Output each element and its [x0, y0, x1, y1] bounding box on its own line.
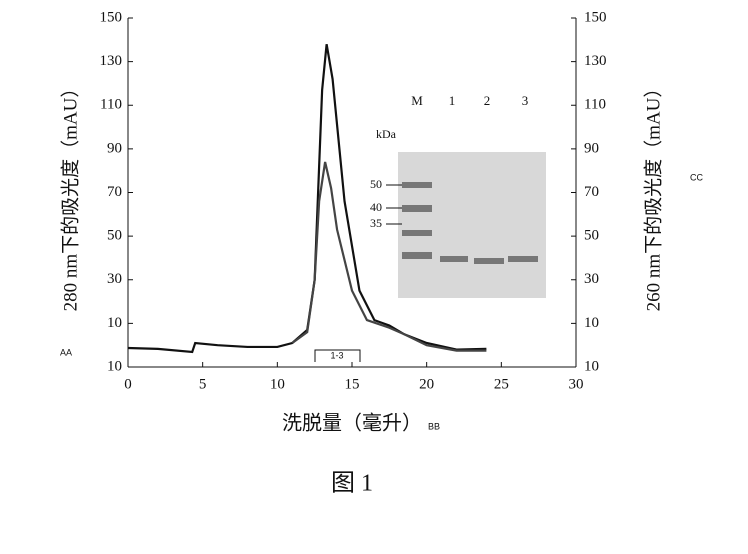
- y-axis-label: 280 nm下的吸光度（mAU）: [59, 79, 81, 312]
- x-axis-label: 洗脱量（毫升）: [282, 412, 422, 435]
- marker-label: 35: [370, 216, 382, 230]
- y-tick-label: 90: [107, 140, 122, 156]
- y-tick-label: 30: [107, 271, 122, 287]
- annotation: AA: [60, 347, 72, 357]
- y2-tick-label: 110: [584, 97, 606, 113]
- x-tick-label: 25: [494, 376, 509, 392]
- y2-tick-label: 50: [584, 228, 599, 244]
- annotation: BB: [428, 421, 440, 431]
- chart: 1-3 洗脱量（毫升） BB AA CC 图 1 280 nm下的吸光度（mAU…: [0, 0, 748, 549]
- y-tick-label: 50: [107, 228, 122, 244]
- y2-tick-label: 90: [584, 140, 599, 156]
- y-tick-label: 150: [100, 9, 123, 25]
- y-tick-label: 70: [107, 184, 122, 200]
- x-tick-label: 0: [124, 376, 132, 392]
- fraction-label: 1-3: [330, 350, 343, 360]
- marker-label: 50: [370, 177, 382, 191]
- y2-tick-label: 10: [584, 358, 599, 374]
- inset-unit: kDa: [376, 127, 397, 141]
- lane-label: 3: [522, 93, 529, 108]
- x-tick-label: 20: [419, 376, 434, 392]
- gel-image: [398, 152, 546, 298]
- lane-label: 2: [484, 93, 491, 108]
- y-tick-label: 10: [107, 315, 122, 331]
- x-tick-label: 30: [569, 376, 584, 392]
- y2-tick-label: 130: [584, 53, 607, 69]
- annotation: CC: [690, 172, 703, 182]
- y2-tick-label: 150: [584, 9, 607, 25]
- y2-tick-label: 10: [584, 315, 599, 331]
- lane-label: M: [411, 93, 423, 108]
- caption: 图 1: [331, 471, 373, 497]
- x-tick-label: 5: [199, 376, 207, 392]
- y-tick-label: 110: [100, 97, 122, 113]
- y2-axis-label: 260 nm下的吸光度（mAU）: [642, 79, 664, 312]
- y2-tick-label: 30: [584, 271, 599, 287]
- x-tick-label: 15: [345, 376, 360, 392]
- lane-label: 1: [449, 93, 456, 108]
- y2-tick-label: 70: [584, 184, 599, 200]
- marker-label: 40: [370, 200, 382, 214]
- y-tick-label: 130: [100, 53, 123, 69]
- y-tick-label: 10: [107, 358, 122, 374]
- x-tick-label: 10: [270, 376, 285, 392]
